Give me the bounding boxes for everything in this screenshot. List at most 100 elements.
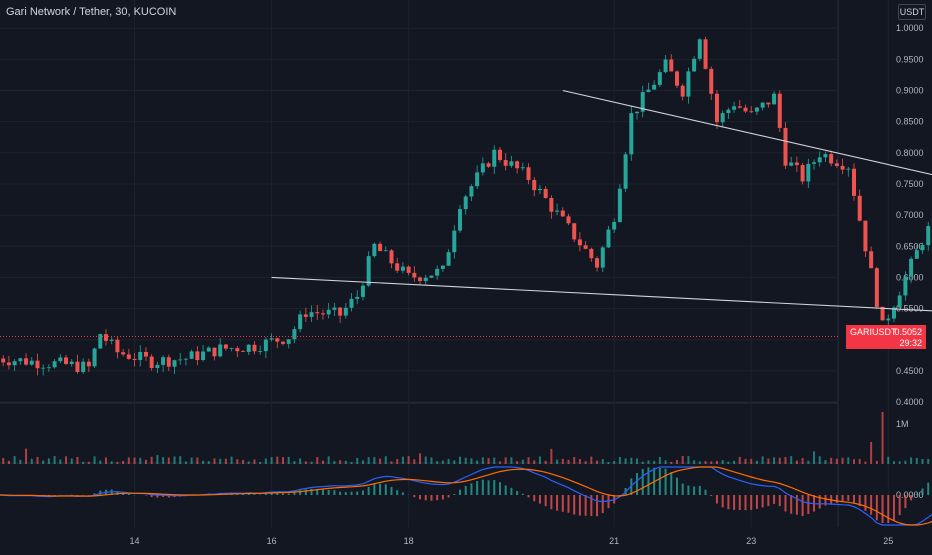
macd-hist-bar [493,480,495,495]
volume-bar [665,460,667,464]
candle-body [412,273,416,278]
macd-hist-bar [853,495,855,503]
candle-body [121,352,125,354]
candle-body [606,230,610,248]
candle-body [81,362,85,372]
volume-bar [179,456,181,464]
candle-body [315,312,319,313]
candle-body [47,367,51,368]
candle-body [127,354,131,358]
volume-bar [430,457,432,464]
volume-bar [762,456,764,464]
candle-body [709,69,713,94]
candle-body [418,278,422,282]
candle-body [429,276,433,278]
x-tick-label: 18 [404,536,414,546]
macd-hist-bar [573,495,575,515]
macd-hist-bar [151,495,153,497]
candle-body [732,106,736,109]
volume-bar [562,459,564,464]
macd-hist-bar [482,480,484,495]
candle-body [310,312,314,317]
price-tag-value: 0.5052 [894,327,922,337]
volume-bar [65,456,67,464]
volume-bar [727,462,729,464]
candle-body [458,209,462,230]
candle-body [178,360,182,361]
candle-body [298,314,302,329]
volume-bar [802,458,804,464]
candle-body [749,111,753,112]
volume-bar [122,461,124,464]
candle-body [886,319,890,321]
macd-hist-bar [430,495,432,501]
volume-bar [288,457,290,464]
macd-hist-bar [716,495,718,504]
volume-bar [522,460,524,464]
macd-hist-bar [465,486,467,495]
macd-hist-bar [767,495,769,506]
candle-body [863,221,867,252]
volume-bar [705,461,707,464]
candle-body [715,94,719,122]
macd-hist-bar [442,495,444,499]
macd-hist-bar [762,495,764,507]
macd-hist-bar [328,490,330,495]
macd-hist-bar [842,495,844,502]
volume-bar [653,461,655,464]
candle-body [858,196,862,221]
candle-body [110,340,114,341]
candle-body [635,112,639,113]
volume-bar [819,456,821,464]
candle-body [675,71,679,85]
candle-body [721,113,725,122]
candle-body [789,163,793,166]
macd-hist-bar [585,495,587,516]
macd-hist-bar [882,495,884,523]
volume-bar [636,458,638,464]
candle-body [144,352,148,357]
macd-hist-bar [722,495,724,507]
macd-hist-bar [727,495,729,509]
volume-bar [145,460,147,464]
candle-body [869,251,873,268]
candle-body [13,361,17,365]
volume-bar [579,459,581,464]
volume-bar [647,460,649,464]
volume-bar [767,458,769,464]
volume-bar [482,457,484,464]
volume-bar [185,461,187,464]
volume-bar [8,461,10,464]
candle-body [469,186,473,196]
volume-bar [807,461,809,464]
macd-hist-bar [390,487,392,495]
volume-bar [196,458,198,464]
macd-hist-bar [499,482,501,495]
volume-bar [134,457,136,464]
candle-body [909,259,913,277]
volume-bar [156,455,158,464]
candle-body [355,297,359,299]
volume-bar [585,461,587,464]
volume-bar [174,456,176,464]
volume-bar [476,461,478,464]
volume-bar [830,458,832,464]
candle-body [549,198,553,212]
volume-bar [59,459,61,464]
volume-bar [128,457,130,464]
candle-body [464,196,468,209]
candle-body [207,348,211,352]
candle-body [332,308,336,310]
candle-body [629,113,633,154]
volume-bar [904,461,906,464]
currency-badge[interactable]: USDT [898,4,926,20]
volume-bar [539,457,541,464]
x-tick-label: 23 [746,536,756,546]
macd-hist-bar [413,495,415,497]
macd-hist-bar [448,495,450,498]
candle-body [492,150,496,167]
volume-bar [824,460,826,464]
candle-body [584,245,588,249]
